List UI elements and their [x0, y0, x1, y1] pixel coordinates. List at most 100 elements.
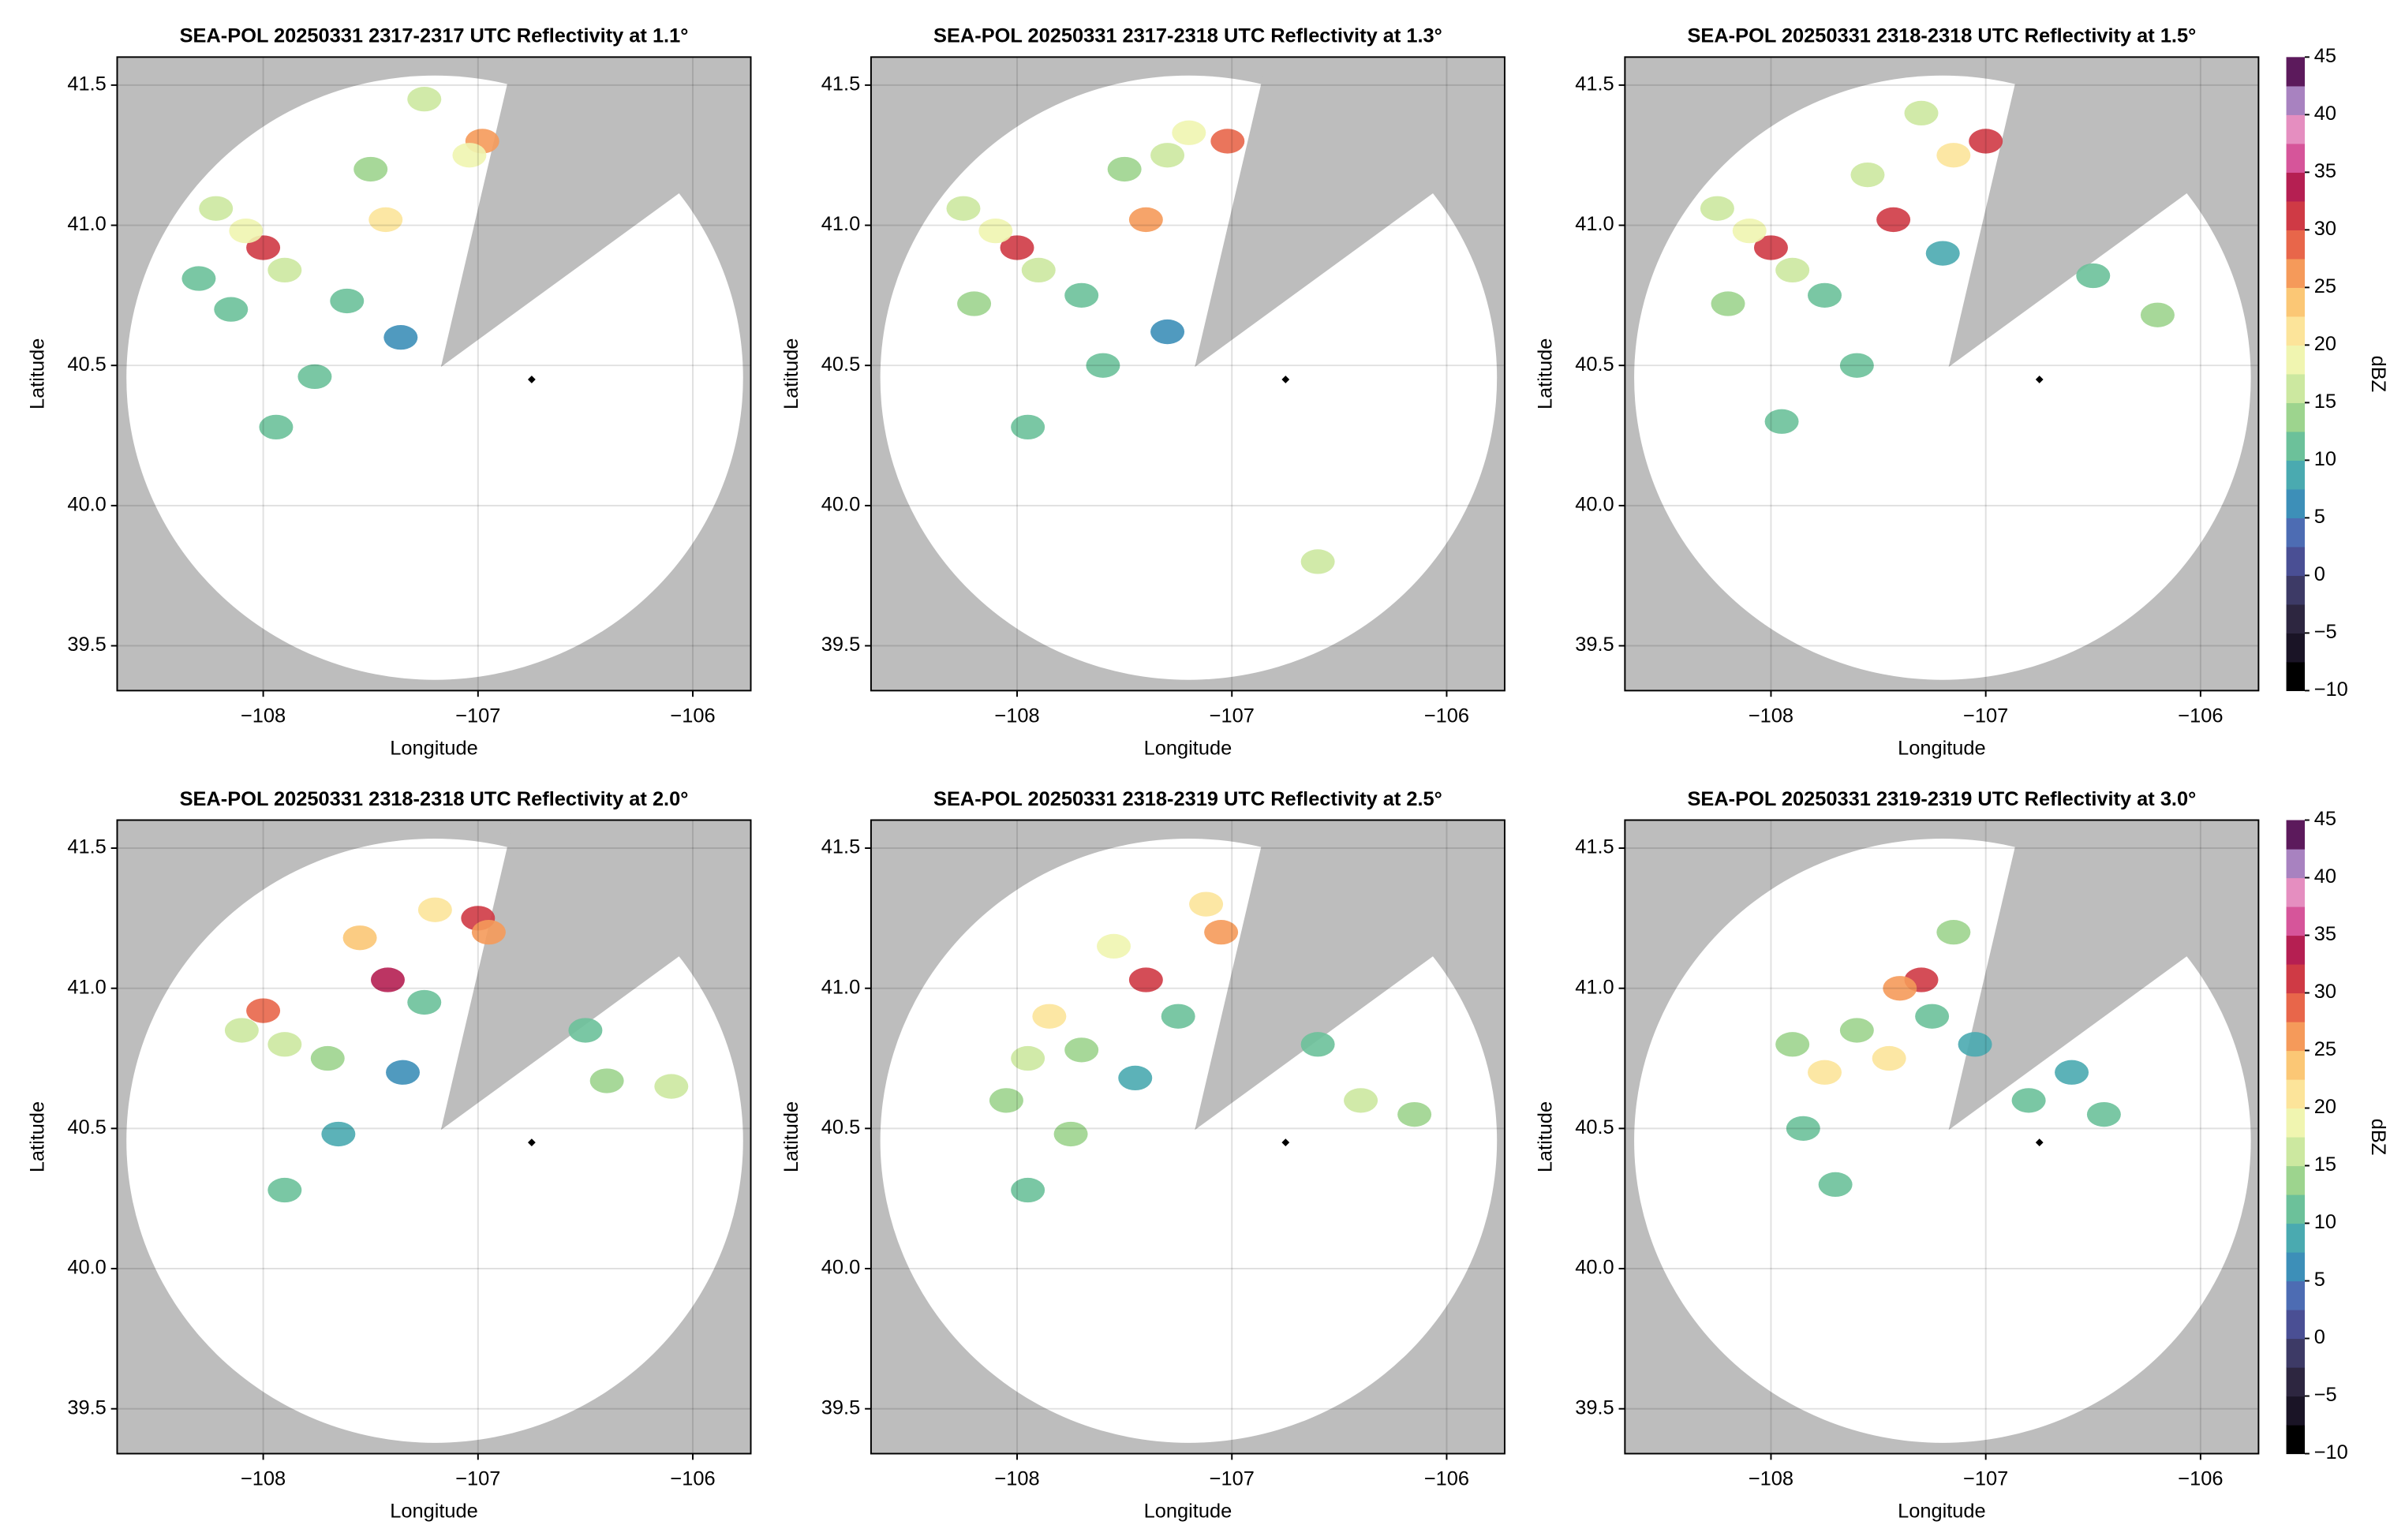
- colorbar-tick-label: 10: [2314, 448, 2336, 470]
- y-axis-label: Latitude: [1534, 338, 1556, 409]
- echo-cell: [2076, 263, 2111, 289]
- echo-cell: [654, 1074, 689, 1099]
- y-tick-label: 40.5: [1575, 353, 1614, 376]
- plot-frame: [1624, 56, 2260, 692]
- colorbar-band: [2286, 1367, 2305, 1397]
- colorbar-tick-label: 40: [2314, 865, 2336, 888]
- plot-area: [117, 820, 751, 1454]
- echo-cell: [1161, 1004, 1195, 1029]
- colorbar-tick-label: 20: [2314, 1096, 2336, 1118]
- blocked-sector: [440, 820, 751, 1131]
- echo-cell: [310, 1045, 345, 1071]
- colorbar-band: [2286, 114, 2305, 144]
- echo-cell: [330, 288, 365, 314]
- echo-cell: [568, 1018, 603, 1043]
- chart-title: SEA-POL 20250331 2317-2317 UTC Reflectiv…: [180, 25, 689, 47]
- echo-cell: [259, 414, 294, 440]
- echo-cell: [1786, 1116, 1820, 1141]
- echo-cell: [589, 1068, 624, 1093]
- colorbar-tick-label: −10: [2314, 1441, 2348, 1463]
- colorbar-label: dBZ: [2367, 356, 2389, 393]
- y-tick-label: 39.5: [1575, 634, 1614, 656]
- y-tick-label: 40.5: [821, 353, 860, 376]
- colorbar-band: [2286, 1280, 2305, 1310]
- echo-cell: [1107, 156, 1142, 182]
- colorbar-band: [2286, 1194, 2305, 1224]
- colorbar-band: [2286, 1425, 2305, 1455]
- colorbar-band: [2286, 345, 2305, 375]
- colorbar-band: [2286, 373, 2305, 403]
- colorbar-tick-label: 15: [2314, 1153, 2336, 1176]
- colorbar-band: [2286, 906, 2305, 936]
- echo-cell: [1775, 257, 1810, 283]
- colorbar-tick-label: 25: [2314, 1038, 2336, 1060]
- echo-cell: [957, 291, 992, 316]
- echo-cell: [1086, 353, 1120, 378]
- echo-cell: [1011, 1177, 1045, 1203]
- colorbar-tick-label: 5: [2314, 1269, 2325, 1291]
- plot-area: [870, 820, 1505, 1454]
- echo-cell: [1210, 129, 1245, 154]
- x-tick-label: −107: [455, 1467, 500, 1490]
- plot-frame: [870, 819, 1505, 1455]
- blocked-sector: [1195, 57, 1505, 368]
- colorbar-band: [2286, 431, 2305, 461]
- echo-cell: [1808, 282, 1842, 308]
- echo-cell: [1064, 282, 1099, 308]
- colorbar-band: [2286, 633, 2305, 663]
- colorbar-band: [2286, 1022, 2305, 1052]
- echo-cell: [1904, 100, 1939, 126]
- echo-cell: [1936, 919, 1971, 945]
- echo-cell: [1150, 143, 1185, 168]
- echo-cell: [407, 87, 442, 112]
- x-tick-label: −106: [670, 705, 715, 727]
- panel: −108 −107 −106 39.5 40.0 40.5 41.0 41.5 SEA-POL …: [1534, 788, 2389, 1523]
- colorbar-band: [2286, 518, 2305, 548]
- plot-area: [117, 57, 751, 691]
- y-tick-label: 39.5: [67, 634, 106, 656]
- colorbar-band: [2286, 402, 2305, 432]
- colorbar-tick-label: 5: [2314, 506, 2325, 528]
- blocked-sector: [1948, 820, 2259, 1131]
- x-tick-label: −107: [1210, 705, 1255, 727]
- y-tick-label: 41.0: [1575, 213, 1614, 235]
- colorbar-band: [2286, 287, 2305, 317]
- y-tick-label: 40.5: [1575, 1116, 1614, 1138]
- echo-cell: [1011, 414, 1045, 440]
- colorbar-band: [2286, 992, 2305, 1022]
- chart-title: SEA-POL 20250331 2318-2319 UTC Reflectiv…: [933, 788, 1442, 810]
- echo-cell: [1128, 207, 1163, 233]
- colorbar-band: [2286, 488, 2305, 518]
- echo-cell: [1021, 257, 1056, 283]
- x-tick-label: −108: [994, 705, 1039, 727]
- colorbar-band: [2286, 1252, 2305, 1282]
- colorbar-band: [2286, 964, 2305, 994]
- blocked-sector: [440, 57, 751, 368]
- plot-frame: [116, 56, 752, 692]
- echo-cell: [1097, 933, 1131, 959]
- y-tick-label: 39.5: [1575, 1396, 1614, 1419]
- echo-cell: [452, 143, 487, 168]
- echo-cell: [267, 257, 302, 283]
- echo-cell: [1700, 196, 1734, 221]
- colorbar-band: [2286, 1165, 2305, 1195]
- colorbar-band: [2286, 575, 2305, 605]
- echo-cell: [1150, 319, 1185, 345]
- colorbar-band: [2286, 1137, 2305, 1167]
- echo-cell: [1711, 291, 1745, 316]
- echo-cell: [214, 297, 249, 322]
- y-tick-label: 41.5: [67, 836, 106, 858]
- echo-cell: [370, 967, 405, 992]
- echo-cell: [1732, 219, 1767, 244]
- echo-cell: [386, 1060, 421, 1085]
- echo-cell: [1000, 235, 1034, 260]
- colorbar-band: [2286, 172, 2305, 202]
- chart-title: SEA-POL 20250331 2319-2319 UTC Reflectiv…: [1687, 788, 2196, 810]
- colorbar-tick-label: 35: [2314, 923, 2336, 945]
- echo-cell: [1053, 1121, 1088, 1147]
- echo-cell: [989, 1088, 1023, 1113]
- x-tick-label: −106: [1424, 705, 1469, 727]
- radar-site: [527, 376, 536, 383]
- x-tick-label: −106: [1424, 1467, 1469, 1490]
- colorbar-band: [2286, 1079, 2305, 1109]
